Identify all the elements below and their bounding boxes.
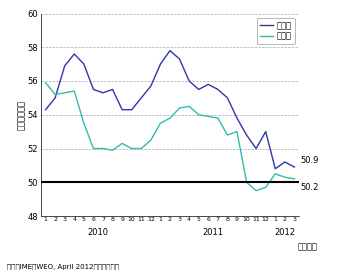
新興国	[235, 130, 239, 133]
先進国	[63, 64, 67, 68]
Line: 新興国: 新興国	[46, 83, 294, 191]
先進国	[91, 88, 96, 91]
先進国	[273, 167, 277, 170]
先進国	[101, 91, 105, 94]
新興国	[101, 147, 105, 150]
先進国	[244, 133, 249, 137]
Legend: 先進国, 新興国: 先進国, 新興国	[257, 18, 295, 44]
Text: 2012: 2012	[274, 228, 295, 237]
新興国	[82, 122, 86, 125]
先進国	[44, 108, 48, 111]
先進国	[292, 166, 296, 169]
新興国	[273, 172, 277, 176]
Text: 2010: 2010	[88, 228, 109, 237]
先進国	[283, 160, 287, 164]
新興国	[63, 91, 67, 94]
先進国	[206, 83, 210, 86]
新興国	[216, 117, 220, 120]
先進国	[197, 88, 201, 91]
新興国	[158, 122, 163, 125]
新興国	[206, 115, 210, 118]
先進国	[264, 130, 268, 133]
新興国	[139, 147, 143, 150]
新興国	[44, 81, 48, 84]
新興国	[283, 176, 287, 179]
Text: 2011: 2011	[203, 228, 224, 237]
新興国	[110, 148, 115, 152]
新興国	[120, 142, 124, 145]
先進国	[120, 108, 124, 111]
新興国	[91, 147, 96, 150]
新興国	[244, 181, 249, 184]
先進国	[168, 49, 172, 52]
先進国	[216, 88, 220, 91]
先進国	[187, 79, 191, 83]
新興国	[130, 147, 134, 150]
新興国	[292, 177, 296, 180]
新興国	[168, 117, 172, 120]
先進国	[177, 58, 182, 61]
新興国	[264, 186, 268, 189]
Text: 資料：IME「WEO, April 2012」から作成。: 資料：IME「WEO, April 2012」から作成。	[7, 264, 119, 270]
Text: 50.9: 50.9	[300, 156, 318, 165]
先進国	[254, 147, 258, 150]
先進国	[149, 85, 153, 88]
先進国	[130, 108, 134, 111]
新興国	[149, 139, 153, 142]
先進国	[225, 96, 230, 99]
先進国	[72, 52, 76, 56]
Y-axis label: （ポイント）: （ポイント）	[17, 100, 26, 130]
Text: （年期）: （年期）	[297, 242, 317, 251]
新興国	[53, 93, 57, 96]
先進国	[158, 62, 163, 66]
先進国	[82, 62, 86, 66]
先進国	[110, 88, 115, 91]
先進国	[235, 117, 239, 120]
新興国	[225, 133, 230, 137]
先進国	[53, 96, 57, 99]
先進国	[139, 96, 143, 99]
Line: 先進国: 先進国	[46, 51, 294, 169]
新興国	[197, 113, 201, 116]
新興国	[187, 105, 191, 108]
新興国	[254, 189, 258, 192]
Text: 50.2: 50.2	[300, 183, 318, 192]
新興国	[72, 90, 76, 93]
新興国	[177, 106, 182, 110]
